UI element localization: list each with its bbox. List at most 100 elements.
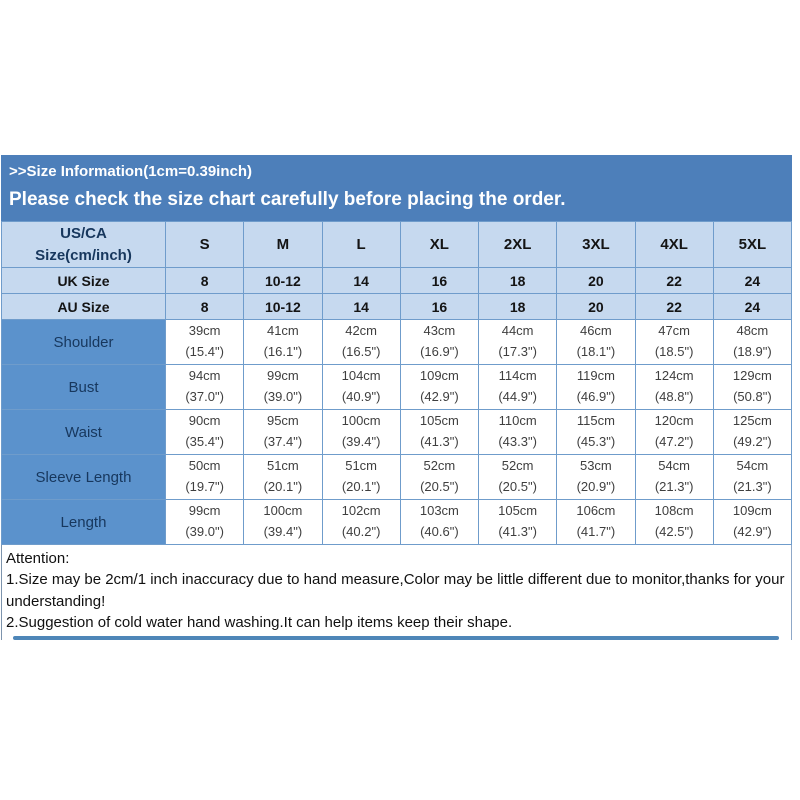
value-cm: 109cm <box>732 503 772 519</box>
value-inch: (48.8") <box>654 389 694 404</box>
measurement-label: Sleeve Length <box>1 454 166 500</box>
banner-subtitle: Please check the size chart carefully be… <box>9 189 566 210</box>
value-inch: (42.9") <box>733 524 772 539</box>
corner-line1: US/CA <box>60 224 107 242</box>
attention-heading: Attention: <box>6 550 70 567</box>
size-header-s: S <box>164 221 245 268</box>
value-inch: (21.3") <box>654 479 694 494</box>
au-size-value: 20 <box>556 293 636 320</box>
value-inch: (20.5") <box>498 479 537 494</box>
size-chart-sheet: >>Size Information(1cm=0.39inch) Please … <box>1 155 793 641</box>
measurement-cell: 39cm (15.4") <box>164 319 245 365</box>
measurement-cell: 100cm (39.4") <box>321 409 401 455</box>
size-table: US/CA Size(cm/inch) S M L XL 2XL 3XL 4XL… <box>1 221 793 545</box>
table-header-row: US/CA Size(cm/inch) S M L XL 2XL 3XL 4XL… <box>1 221 793 268</box>
attention-note-1: 1.Size may be 2cm/1 inch inaccuracy due … <box>6 571 785 610</box>
value-inch: (20.5") <box>420 479 459 494</box>
au-size-value: 16 <box>399 293 480 320</box>
measurement-cell: 52cm (20.5") <box>399 454 480 500</box>
size-header-2xl: 2XL <box>477 221 558 268</box>
uk-size-value: 18 <box>477 267 558 294</box>
measurement-cell: 105cm (41.3") <box>399 409 480 455</box>
measurement-row-sleeve-length: Sleeve Length 50cm (19.7") 51cm (20.1") … <box>1 454 793 500</box>
value-inch: (40.2") <box>341 524 381 539</box>
measurement-cell: 103cm (40.6") <box>399 499 480 545</box>
corner-header-cell: US/CA Size(cm/inch) <box>1 221 166 268</box>
value-inch: (45.3") <box>576 434 616 449</box>
value-inch: (39.0") <box>185 524 224 539</box>
measurement-cell: 43cm (16.9") <box>399 319 480 365</box>
value-cm: 106cm <box>576 503 616 519</box>
measurement-cell: 108cm (42.5") <box>634 499 714 545</box>
measurement-cell: 120cm (47.2") <box>634 409 714 455</box>
value-cm: 105cm <box>419 413 459 429</box>
value-inch: (40.9") <box>341 389 381 404</box>
value-inch: (39.4") <box>263 524 303 539</box>
value-inch: (21.3") <box>733 479 772 494</box>
value-cm: 43cm <box>423 323 456 339</box>
value-inch: (41.3") <box>420 434 459 449</box>
banner: >>Size Information(1cm=0.39inch) Please … <box>1 155 792 221</box>
size-header-3xl: 3XL <box>556 221 636 268</box>
measurement-cell: 94cm (37.0") <box>164 364 245 410</box>
measurement-cell: 47cm (18.5") <box>634 319 714 365</box>
measurement-cell: 51cm (20.1") <box>321 454 401 500</box>
value-inch: (47.2") <box>654 434 694 449</box>
value-cm: 46cm <box>579 323 612 339</box>
uk-size-value: 24 <box>712 267 793 294</box>
au-size-value: 10-12 <box>243 293 323 320</box>
value-cm: 50cm <box>188 458 221 474</box>
value-inch: (17.3") <box>498 344 537 359</box>
measurement-cell: 46cm (18.1") <box>556 319 636 365</box>
value-cm: 108cm <box>654 503 694 519</box>
value-cm: 110cm <box>498 413 537 429</box>
measurement-cell: 106cm (41.7") <box>556 499 636 545</box>
value-inch: (20.1") <box>341 479 381 494</box>
value-inch: (18.1") <box>576 344 616 359</box>
measurement-cell: 109cm (42.9") <box>399 364 480 410</box>
au-size-value: 22 <box>634 293 714 320</box>
measurement-cell: 50cm (19.7") <box>164 454 245 500</box>
measurement-cell: 42cm (16.5") <box>321 319 401 365</box>
value-cm: 54cm <box>658 458 691 474</box>
corner-line2: Size(cm/inch) <box>35 246 132 264</box>
measurement-cell: 119cm (46.9") <box>556 364 636 410</box>
value-inch: (42.9") <box>420 389 459 404</box>
measurement-label: Bust <box>1 364 166 410</box>
value-cm: 51cm <box>266 458 299 474</box>
measurement-cell: 100cm (39.4") <box>243 499 323 545</box>
value-cm: 94cm <box>188 368 221 384</box>
value-inch: (46.9") <box>576 389 616 404</box>
measurement-cell: 54cm (21.3") <box>712 454 793 500</box>
measurement-cell: 114cm (44.9") <box>477 364 558 410</box>
attention-box: Attention: 1.Size may be 2cm/1 inch inac… <box>1 545 792 641</box>
measurement-cell: 48cm (18.9") <box>712 319 793 365</box>
measurement-cell: 44cm (17.3") <box>477 319 558 365</box>
value-inch: (43.3") <box>498 434 537 449</box>
uk-size-value: 14 <box>321 267 401 294</box>
measurement-cell: 105cm (41.3") <box>477 499 558 545</box>
value-cm: 105cm <box>498 503 538 519</box>
size-header-5xl: 5XL <box>712 221 793 268</box>
value-inch: (15.4") <box>185 344 224 359</box>
measurement-cell: 51cm (20.1") <box>243 454 323 500</box>
measurement-cell: 110cm (43.3") <box>477 409 558 455</box>
value-cm: 53cm <box>579 458 612 474</box>
banner-title: >>Size Information(1cm=0.39inch) <box>9 163 252 180</box>
value-cm: 52cm <box>423 458 456 474</box>
value-cm: 90cm <box>188 413 221 429</box>
measurement-cell: 90cm (35.4") <box>164 409 245 455</box>
value-inch: (16.9") <box>420 344 459 359</box>
measurement-cell: 115cm (45.3") <box>556 409 636 455</box>
value-inch: (42.5") <box>654 524 694 539</box>
measurement-row-waist: Waist 90cm (35.4") 95cm (37.4") 100cm (3… <box>1 409 793 455</box>
value-inch: (39.4") <box>341 434 381 449</box>
value-cm: 44cm <box>501 323 534 339</box>
bottom-accent-line <box>13 636 779 641</box>
measurement-row-shoulder: Shoulder 39cm (15.4") 41cm (16.1") 42cm … <box>1 319 793 365</box>
uk-size-row: UK Size 8 10-12 14 16 18 20 22 24 <box>1 267 793 294</box>
size-header-l: L <box>321 221 401 268</box>
au-size-value: 8 <box>164 293 245 320</box>
measurement-label: Waist <box>1 409 166 455</box>
